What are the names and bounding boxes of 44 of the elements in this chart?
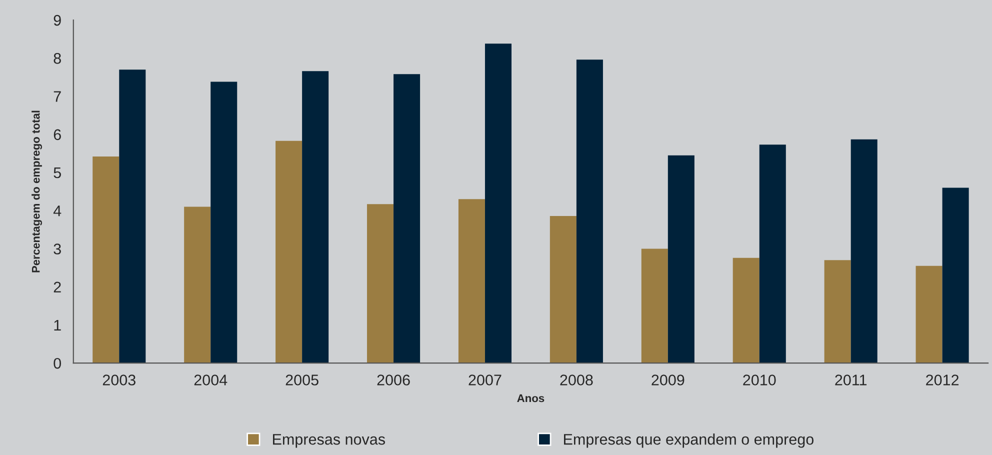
legend-label: Empresas novas	[273, 434, 385, 448]
x-tick-label: 2006	[377, 374, 410, 386]
x-tick-label: 2011	[835, 374, 867, 386]
x-tick-label: 2009	[652, 374, 684, 386]
x-axis-title: Anos	[517, 394, 544, 402]
y-tick-label: 4	[53, 206, 62, 216]
y-tick-label: 0	[54, 358, 62, 369]
x-tick-label: 2003	[102, 374, 136, 386]
x-tick-label: 2007	[468, 374, 502, 386]
x-tick-label: 2012	[926, 374, 959, 386]
bar	[732, 258, 760, 364]
bar	[394, 74, 420, 364]
y-axis-title: Percentagem do emprego total	[32, 110, 42, 272]
bar	[484, 44, 512, 364]
x-tick-label: 2008	[560, 374, 593, 386]
y-tick-label: 6	[54, 129, 61, 140]
bar	[458, 199, 485, 364]
y-tick-label: 3	[54, 244, 61, 254]
bar	[367, 204, 394, 364]
bar	[942, 188, 969, 364]
y-tick-label: 1	[54, 320, 61, 331]
y-tick-label: 9	[54, 14, 61, 26]
bar	[210, 82, 238, 364]
bar	[641, 248, 668, 364]
x-tick-label: 2005	[286, 374, 318, 386]
bar	[576, 60, 603, 364]
y-tick-label: 8	[54, 53, 61, 64]
bar	[184, 206, 211, 364]
bar	[92, 156, 120, 364]
bar	[276, 140, 302, 364]
x-tick-label: 2010	[743, 374, 776, 386]
y-tick-label: 5	[54, 168, 61, 178]
bar	[824, 260, 851, 364]
bar	[302, 71, 329, 364]
bar	[916, 266, 942, 364]
bar	[759, 144, 786, 364]
y-tick-label: 7	[54, 91, 61, 102]
bar	[668, 155, 694, 364]
x-tick-label: 2004	[194, 374, 228, 386]
y-tick-label: 2	[54, 282, 61, 292]
bar	[850, 139, 878, 364]
bar	[119, 70, 146, 364]
bar	[550, 216, 576, 364]
legend-label: Empresas que expandem o emprego	[564, 434, 814, 448]
